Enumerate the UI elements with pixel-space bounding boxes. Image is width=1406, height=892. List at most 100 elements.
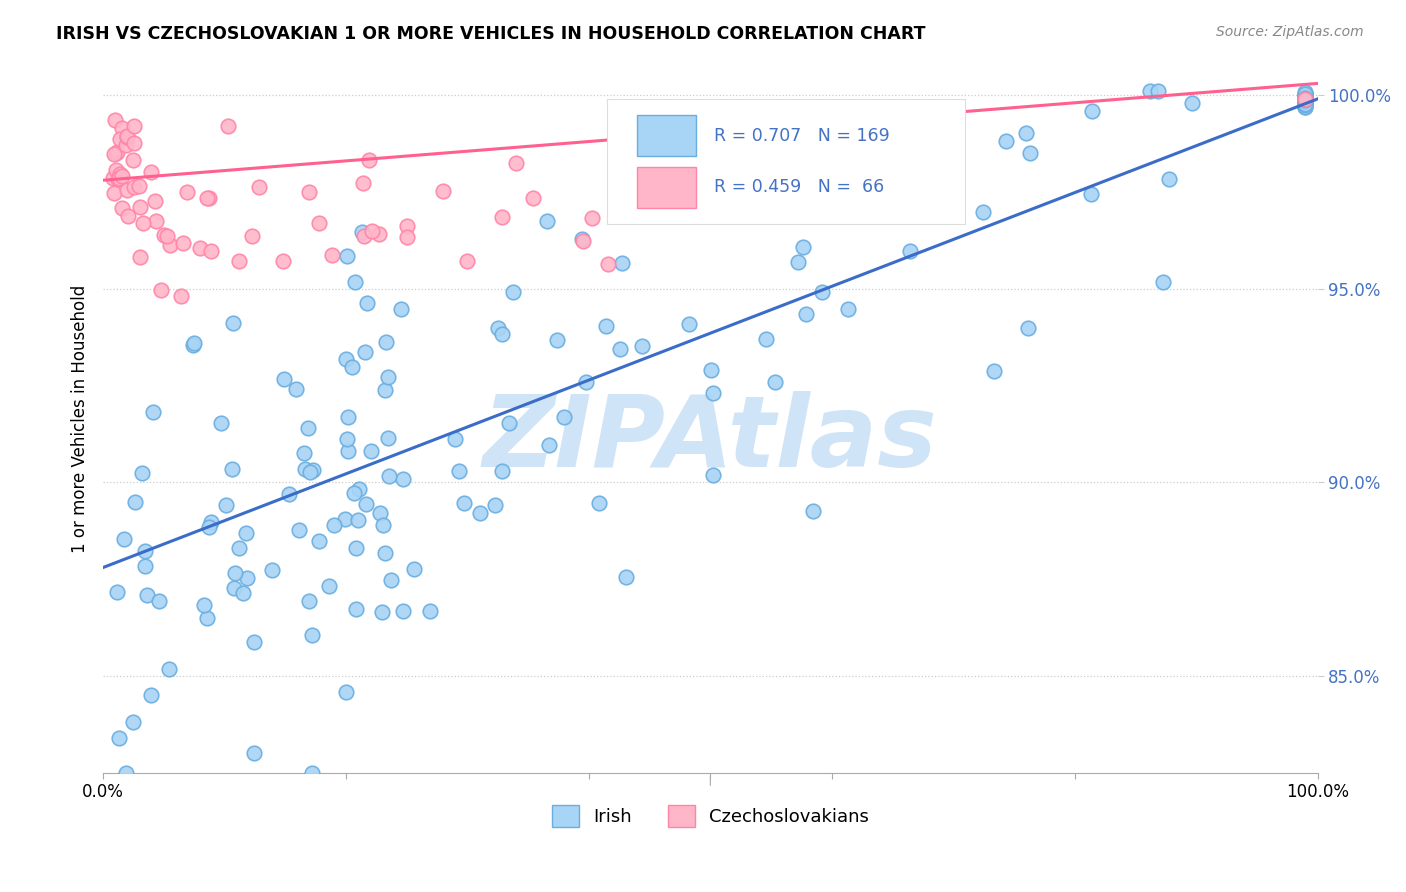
Point [222,316,245,330]
Point [368,506,391,520]
Point [1017,321,1039,335]
Point [198,191,221,205]
Point [200,244,222,259]
Point [371,517,394,532]
Point [1294,90,1316,104]
Point [898,244,921,258]
Point [111,120,134,135]
Point [344,602,367,616]
Point [380,573,402,587]
Text: ZIPAtlas: ZIPAtlas [484,392,938,488]
Text: R = 0.459   N =  66: R = 0.459 N = 66 [714,178,884,196]
Point [522,192,544,206]
Point [271,254,294,268]
Point [308,216,330,230]
Point [209,417,232,431]
Point [368,227,391,241]
Point [1294,94,1316,108]
Point [222,581,245,595]
Point [1294,92,1316,106]
Point [107,731,129,745]
Point [502,285,524,300]
Point [356,296,378,310]
Point [1294,89,1316,103]
Point [336,432,359,446]
Point [176,185,198,199]
Point [149,283,172,297]
Point [183,335,205,350]
Point [108,171,131,186]
Point [456,254,478,268]
Point [811,285,834,299]
Point [360,444,382,458]
Point [308,534,330,549]
Point [333,511,356,525]
Text: R = 0.707   N = 169: R = 0.707 N = 169 [714,127,890,145]
Point [128,178,150,193]
Point [235,525,257,540]
Point [1294,95,1316,109]
Point [1294,87,1316,102]
Point [377,431,399,445]
Point [678,318,700,332]
Point [536,214,558,228]
Point [128,200,150,214]
Point [1294,97,1316,112]
Point [419,604,441,618]
Point [1294,93,1316,107]
Point [343,485,366,500]
Point [217,119,239,133]
Point [335,352,357,367]
Point [1294,91,1316,105]
Point [143,194,166,208]
Point [361,224,384,238]
Point [1294,95,1316,109]
Point [374,384,396,398]
Point [1294,91,1316,105]
Point [1018,146,1040,161]
Point [588,496,610,510]
Point [124,495,146,509]
Point [105,145,128,159]
Point [1294,94,1316,108]
Point [1294,96,1316,111]
Point [1294,92,1316,106]
Point [273,372,295,386]
Point [111,202,134,216]
Point [302,463,325,477]
Point [571,234,593,248]
Point [1294,87,1316,101]
Point [1294,89,1316,103]
Point [377,370,399,384]
Point [716,188,738,202]
Point [221,462,243,476]
Point [610,256,633,270]
Point [755,332,778,346]
Point [1294,92,1316,106]
Point [103,170,125,185]
Point [112,532,135,546]
Point [335,685,357,699]
Point [702,468,724,483]
Point [132,216,155,230]
Point [298,594,321,608]
Point [124,120,146,134]
Point [395,230,418,244]
Point [336,249,359,263]
Point [262,563,284,577]
Point [553,410,575,425]
Point [1294,86,1316,100]
Point [1294,95,1316,109]
Point [354,496,377,510]
Point [1080,187,1102,202]
Point [972,205,994,219]
Point [700,363,723,377]
Point [598,257,620,271]
Point [392,472,415,486]
Point [546,333,568,347]
Point [117,209,139,223]
Point [1294,93,1316,107]
Point [374,334,396,349]
Point [340,359,363,374]
Point [139,688,162,702]
